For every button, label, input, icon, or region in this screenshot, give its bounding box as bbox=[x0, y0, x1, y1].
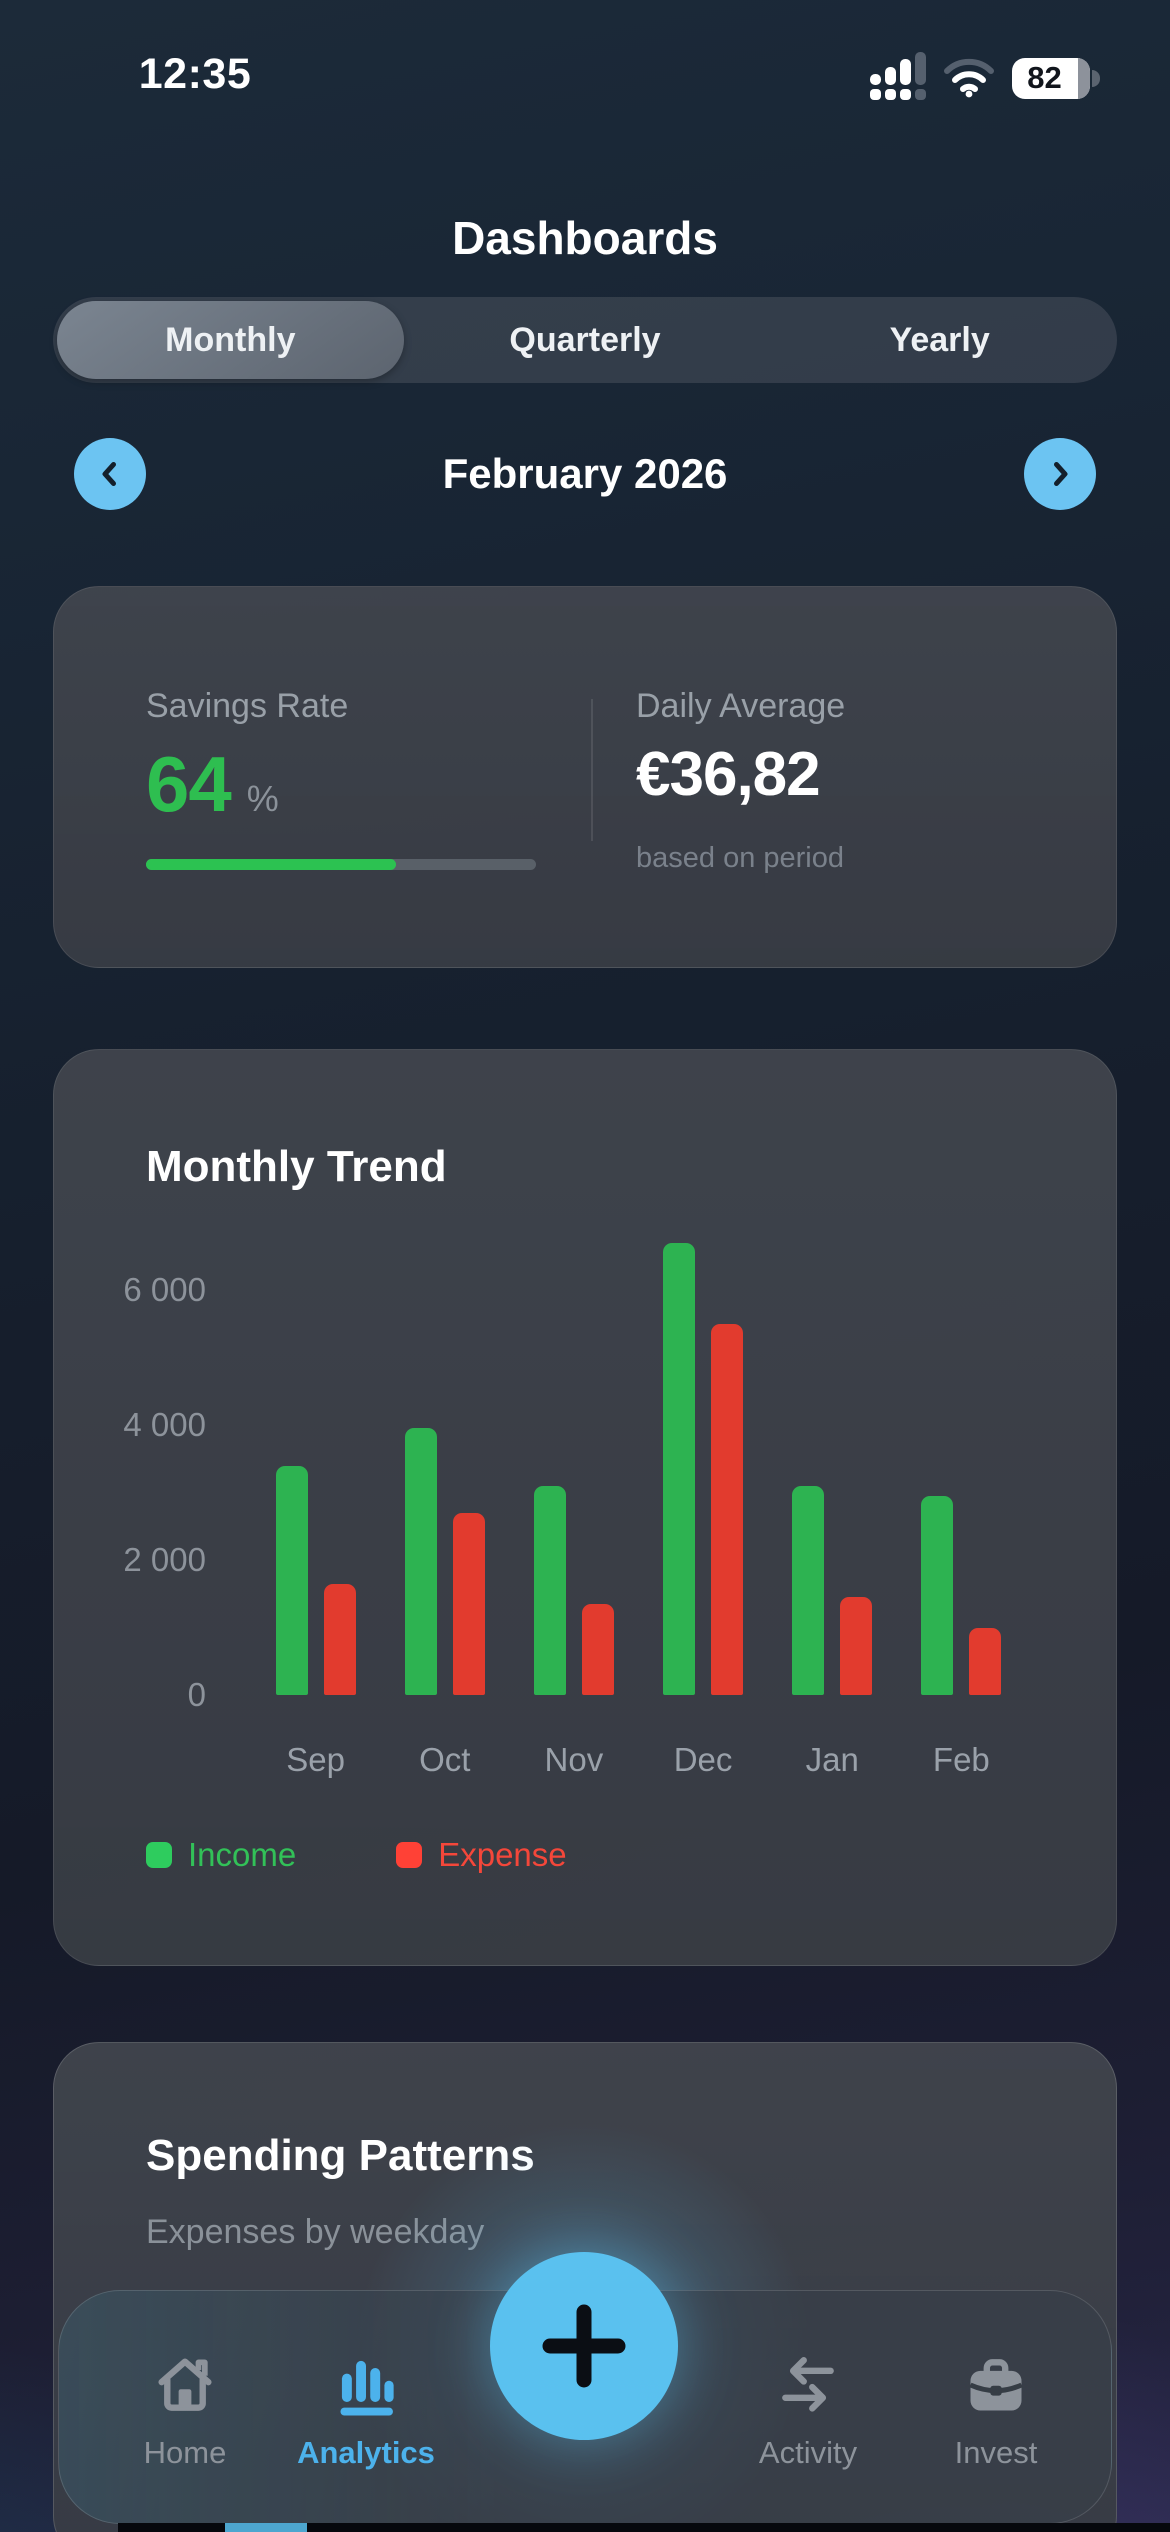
month-tick-label: Sep bbox=[286, 1741, 345, 1778]
expense-bar bbox=[452, 1513, 485, 1695]
tab-item-activity[interactable]: Activity bbox=[718, 2291, 898, 2523]
chart-y-axis: 0 2 000 4 000 6 000 bbox=[94, 1226, 206, 1712]
tab-label: Activity bbox=[758, 2435, 858, 2470]
segment-yearly[interactable]: Yearly bbox=[889, 320, 990, 359]
y-tick-label: 6 000 bbox=[123, 1271, 206, 1309]
legend-swatch bbox=[146, 1842, 172, 1868]
period-segmented-control: Monthly Quarterly Yearly bbox=[53, 297, 1117, 383]
bar-group-sep: Sep bbox=[275, 1226, 356, 1777]
y-tick-label: 0 bbox=[187, 1676, 206, 1713]
battery-tip bbox=[1092, 69, 1100, 87]
next-month-button[interactable] bbox=[1024, 438, 1096, 510]
month-tick-label: Oct bbox=[419, 1741, 471, 1778]
battery-indicator: 82 bbox=[1012, 57, 1100, 99]
income-bar bbox=[921, 1496, 954, 1695]
battery-percent: 82 bbox=[1027, 60, 1062, 95]
bar-group-feb: Feb bbox=[921, 1226, 1002, 1777]
home-indicator-accent bbox=[225, 2523, 307, 2532]
tab-item-analytics[interactable]: Analytics bbox=[276, 2291, 456, 2523]
summary-card: Savings Rate 64 % Daily Average €36,82 b… bbox=[53, 586, 1117, 968]
trend-card: Monthly Trend 0 2 000 4 000 6 000 Sep Oct Nov… bbox=[53, 1049, 1117, 1966]
spending-title: Spending Patterns bbox=[146, 2131, 535, 2180]
status-bar: 82 bbox=[870, 52, 1100, 101]
savings-progress-bar bbox=[146, 859, 536, 870]
y-tick-label: 4 000 bbox=[123, 1406, 206, 1444]
daily-average-caption: based on period bbox=[636, 842, 844, 874]
legend-label: Income bbox=[188, 1836, 297, 1873]
income-bar bbox=[663, 1243, 696, 1695]
bar-group-oct: Oct bbox=[404, 1226, 485, 1777]
selected-segment-pill bbox=[57, 301, 404, 379]
month-tick-label: Dec bbox=[673, 1741, 733, 1778]
invest-icon bbox=[962, 2351, 1030, 2419]
bar-group-dec: Dec bbox=[663, 1226, 744, 1777]
cellular-signal-icon bbox=[870, 52, 926, 100]
expense-bar bbox=[969, 1628, 1002, 1695]
wifi-icon bbox=[944, 58, 994, 98]
prev-month-button[interactable] bbox=[74, 438, 146, 510]
chevron-left-icon bbox=[102, 462, 116, 486]
income-bar bbox=[404, 1428, 437, 1695]
savings-progress-fill bbox=[146, 859, 396, 870]
expense-bar bbox=[840, 1597, 873, 1695]
column-divider bbox=[591, 699, 593, 841]
income-bar bbox=[275, 1466, 308, 1695]
trend-title: Monthly Trend bbox=[146, 1142, 447, 1191]
bar-group-nov: Nov bbox=[533, 1226, 614, 1777]
savings-rate-value: 64 bbox=[146, 740, 232, 828]
page-title: Dashboards bbox=[452, 211, 718, 264]
expense-bar bbox=[323, 1584, 356, 1695]
chart-legend: Income Expense bbox=[146, 1836, 567, 1874]
savings-rate-value-row: 64 % bbox=[146, 739, 279, 830]
spending-subtitle: Expenses by weekday bbox=[146, 2213, 485, 2251]
daily-average-value: €36,82 bbox=[636, 740, 821, 809]
segment-quarterly[interactable]: Quarterly bbox=[509, 320, 661, 359]
legend-item-income: Income bbox=[146, 1836, 296, 1874]
y-tick-label: 2 000 bbox=[123, 1541, 206, 1579]
home-indicator-strip bbox=[118, 2523, 1170, 2532]
tab-item-invest[interactable]: Invest bbox=[906, 2291, 1086, 2523]
expense-bar bbox=[711, 1324, 744, 1695]
status-time: 12:35 bbox=[138, 50, 252, 98]
savings-rate-label: Savings Rate bbox=[146, 687, 349, 725]
plus-icon bbox=[542, 2304, 626, 2388]
analytics-icon bbox=[332, 2351, 400, 2419]
home-icon bbox=[151, 2351, 219, 2419]
tab-label: Invest bbox=[954, 2435, 1038, 2470]
activity-icon bbox=[774, 2351, 842, 2419]
income-bar bbox=[792, 1486, 825, 1695]
tab-label: Analytics bbox=[297, 2435, 435, 2470]
bar-group-jan: Jan bbox=[792, 1226, 873, 1777]
legend-swatch bbox=[396, 1842, 423, 1868]
month-label: February 2026 bbox=[442, 450, 728, 497]
month-tick-label: Jan bbox=[805, 1741, 859, 1778]
savings-rate-unit: % bbox=[246, 778, 279, 819]
trend-chart: Sep Oct Nov Dec Jan Feb bbox=[251, 1226, 1026, 1777]
expense-bar bbox=[581, 1604, 614, 1695]
chevron-right-icon bbox=[1054, 462, 1068, 486]
tab-label: Home bbox=[143, 2435, 227, 2470]
add-button[interactable] bbox=[490, 2252, 678, 2440]
tab-item-home[interactable]: Home bbox=[95, 2291, 275, 2523]
income-bar bbox=[533, 1486, 566, 1695]
legend-label: Expense bbox=[438, 1836, 567, 1873]
month-tick-label: Feb bbox=[932, 1741, 990, 1778]
legend-item-expense: Expense bbox=[396, 1836, 567, 1874]
battery-level bbox=[1077, 57, 1090, 99]
daily-average-label: Daily Average bbox=[636, 687, 846, 725]
segment-monthly[interactable]: Monthly bbox=[165, 320, 296, 359]
month-tick-label: Nov bbox=[544, 1741, 604, 1778]
